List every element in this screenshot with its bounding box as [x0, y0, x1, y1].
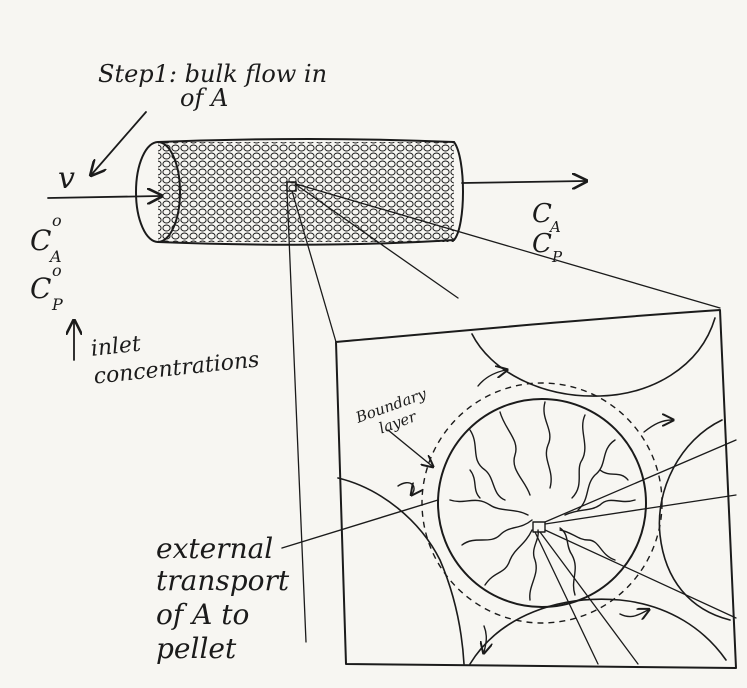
- step1-label-line2: of A: [180, 84, 228, 112]
- zoom-projection-lines: [286, 183, 721, 643]
- pore-network: [449, 401, 636, 601]
- svg-text:C: C: [532, 229, 552, 259]
- central-pellet: [437, 398, 647, 608]
- neighbor-pellet-left: [337, 477, 465, 665]
- inlet-concentrations-label: inlet concentrations: [90, 332, 261, 390]
- step1-label-line1: Step1: bulk flow in: [98, 60, 327, 88]
- svg-text:external: external: [156, 532, 273, 565]
- interstitial-flow-arrows: [397, 370, 672, 652]
- outlet-ca-label: C A: [532, 199, 561, 236]
- neighbor-pellet-right: [658, 419, 731, 621]
- tube-outlet-end: [453, 141, 464, 241]
- svg-text:C: C: [532, 199, 552, 229]
- svg-text:transport: transport: [156, 564, 290, 597]
- outlet-flow-arrow: [461, 181, 585, 183]
- flow-rate-symbol: v: [58, 161, 75, 196]
- pore-zoom-lines: [534, 439, 737, 665]
- inlet-flow-arrow: [47, 196, 160, 198]
- step1-pointer-arrow: [92, 111, 147, 174]
- svg-text:inlet: inlet: [90, 332, 143, 362]
- boundary-layer-pointer: [387, 429, 432, 466]
- svg-text:P: P: [551, 248, 563, 266]
- outlet-cp-label: C P: [532, 229, 563, 266]
- svg-text:o: o: [52, 211, 62, 230]
- svg-text:C: C: [30, 272, 51, 305]
- tube-bottom-wall: [157, 239, 455, 246]
- svg-text:A: A: [48, 247, 62, 266]
- external-transport-pointer: [281, 499, 439, 549]
- pore-zoom-marker: [532, 521, 546, 533]
- svg-text:o: o: [52, 261, 62, 280]
- neighbor-pellet-top: [471, 317, 716, 397]
- external-transport-label: external transport of A to pellet: [156, 532, 290, 665]
- inlet-cp-label: C o P: [30, 261, 63, 314]
- reactor-tube: [135, 138, 464, 246]
- svg-text:of A to: of A to: [156, 598, 249, 631]
- tube-top-wall: [157, 138, 455, 143]
- svg-text:P: P: [51, 295, 63, 314]
- svg-text:pellet: pellet: [156, 632, 237, 665]
- magnified-view: [281, 309, 737, 669]
- tube-inlet-face: [135, 141, 181, 243]
- inlet-ca-label: C o A: [30, 211, 62, 266]
- neighbor-pellet-bottom: [469, 598, 727, 665]
- svg-text:A: A: [548, 218, 561, 236]
- svg-text:C: C: [30, 224, 51, 257]
- boundary-layer-dashed: [421, 382, 663, 624]
